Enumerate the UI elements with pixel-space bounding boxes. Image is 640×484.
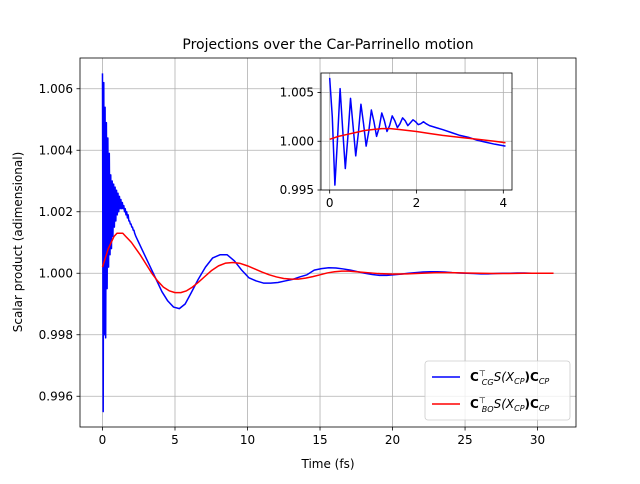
x-axis-label: Time (fs): [300, 457, 354, 471]
legend-cg-main: C: [470, 370, 479, 384]
legend-cg-sub3: CP: [539, 377, 550, 386]
main-x-tick-label: 25: [457, 433, 472, 447]
inset-y-tick-label: 1.005: [280, 86, 314, 100]
inset-series: [328, 77, 506, 186]
inset-ticks: 0 2 4 0.995 1.000 1.005: [280, 86, 507, 211]
legend-bo-sub3: CP: [539, 404, 550, 413]
legend-bo-mid: S(X: [494, 397, 515, 411]
main-x-tick-label: 15: [312, 433, 327, 447]
legend-label-bo: C⊤ BOS(XCP)CCP: [470, 396, 549, 414]
legend-cg-sub1: CG: [482, 378, 494, 387]
main-plot-frame: [79, 57, 577, 428]
main-x-tick-label: 0: [99, 433, 107, 447]
inset-x-tick-label: 4: [499, 196, 507, 210]
main-y-tick-label: 1.004: [39, 143, 73, 157]
main-x-tick-label: 20: [385, 433, 400, 447]
inset-x-tick-label: 2: [413, 196, 421, 210]
legend-cg-sup: ⊤: [479, 369, 486, 378]
main-x-tick-label: 5: [171, 433, 179, 447]
legend-cg-sub2: CP: [514, 377, 525, 386]
legend-bo-main: C: [470, 397, 479, 411]
inset-y-tick-label: 1.000: [280, 134, 314, 148]
main-x-tick-label: 30: [530, 433, 545, 447]
main-x-tick-label: 10: [240, 433, 255, 447]
main-y-tick-label: 1.002: [39, 205, 73, 219]
legend-cg-mid: S(X: [494, 370, 515, 384]
main-y-tick-label: 0.998: [39, 328, 73, 342]
main-series: [101, 73, 554, 413]
inset-series-line-0: [328, 77, 506, 186]
inset-y-tick-label: 0.995: [280, 183, 314, 197]
main-y-tick-label: 1.006: [39, 82, 73, 96]
chart-title: Projections over the Car-Parrinello moti…: [182, 37, 473, 53]
legend-bo-sub2: CP: [514, 404, 525, 413]
legend-cg-mid2: )C: [525, 370, 539, 384]
main-ticks: 0 5 10 15 20 25 300.9960.9981.0001.0021.0041.0…: [39, 82, 546, 447]
main-series-line-1: [101, 232, 554, 294]
inset-x-tick-label: 0: [326, 196, 334, 210]
inset-plot-frame: [320, 72, 513, 191]
y-axis-label: Scalar product (adimensional): [11, 152, 25, 333]
inset-series-line-1: [329, 127, 506, 144]
main-y-tick-label: 1.000: [39, 266, 73, 280]
legend-label-cg: C⊤ CGS(XCP)CCP: [470, 369, 549, 387]
legend-bo-mid2: )C: [525, 397, 539, 411]
legend-box: [424, 360, 571, 421]
legend-bo-sup: ⊤: [479, 396, 486, 405]
main-y-tick-label: 0.996: [39, 389, 73, 403]
legend: C⊤ CGS(XCP)CCP C⊤ BOS(XCP)CCP: [424, 360, 571, 421]
main-series-line-0: [101, 73, 554, 413]
legend-bo-sub1: BO: [482, 405, 494, 414]
